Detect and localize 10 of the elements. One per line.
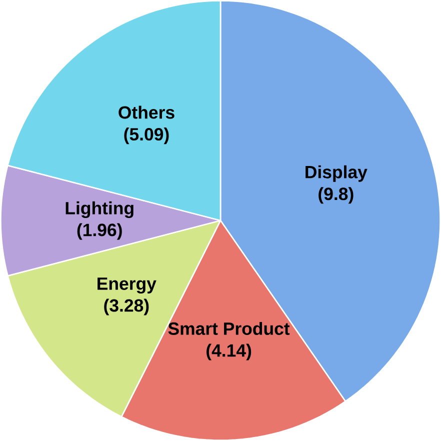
slice-label: Lighting (66, 201, 134, 218)
slice-label: Display (306, 165, 368, 182)
data-label: (4.14) (206, 344, 252, 360)
slice-label: Smart Product (168, 322, 290, 335)
data-label: (3.28) (104, 298, 149, 316)
slice-label: Others (118, 106, 174, 119)
data-label: (5.09) (124, 128, 169, 144)
data-label: (1.96) (77, 223, 122, 240)
slice-label: Energy (98, 278, 156, 294)
data-label: (9.8) (318, 187, 354, 204)
